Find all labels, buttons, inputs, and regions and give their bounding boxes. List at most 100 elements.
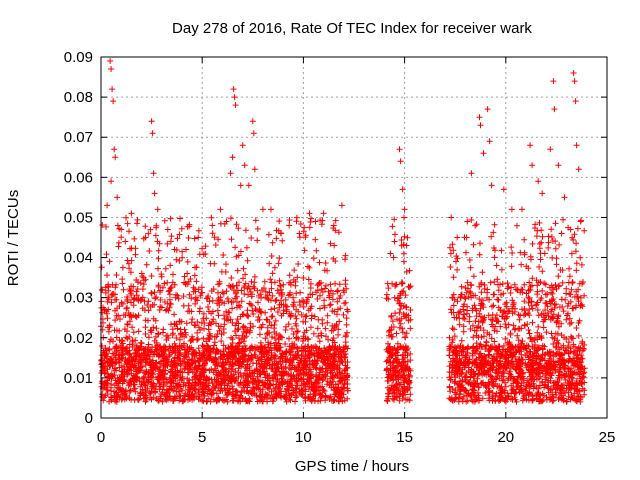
data-point xyxy=(173,256,180,263)
data-point xyxy=(216,370,223,377)
data-point xyxy=(563,290,570,297)
data-point xyxy=(104,315,111,322)
data-point xyxy=(156,380,163,387)
data-point xyxy=(151,190,158,197)
data-point xyxy=(165,307,172,314)
data-point xyxy=(491,221,498,228)
data-point xyxy=(278,388,285,395)
data-point xyxy=(330,290,336,297)
data-point xyxy=(268,313,275,320)
data-point xyxy=(342,339,349,346)
data-point xyxy=(109,86,116,93)
data-point xyxy=(404,234,411,241)
data-point xyxy=(229,340,236,346)
data-point xyxy=(231,378,238,385)
data-point xyxy=(152,333,159,340)
data-point xyxy=(326,292,333,299)
data-point xyxy=(232,244,239,251)
data-point xyxy=(178,225,185,232)
data-point xyxy=(272,385,279,392)
data-point xyxy=(206,332,213,339)
data-point xyxy=(301,378,307,385)
data-point xyxy=(555,162,562,169)
data-point xyxy=(155,283,162,290)
data-point xyxy=(256,292,262,299)
data-point xyxy=(137,280,144,287)
data-point xyxy=(198,284,205,291)
data-point xyxy=(137,389,144,396)
data-point xyxy=(235,398,242,405)
data-point xyxy=(229,319,236,326)
data-point xyxy=(99,287,106,294)
data-point xyxy=(529,240,536,247)
data-point xyxy=(527,142,534,149)
data-point xyxy=(295,351,302,358)
data-point xyxy=(238,298,245,305)
data-point xyxy=(293,334,300,341)
data-point xyxy=(118,234,125,241)
data-point xyxy=(155,331,162,338)
data-point xyxy=(303,298,310,305)
data-point xyxy=(556,241,563,248)
data-point xyxy=(468,170,475,177)
data-point xyxy=(195,345,202,352)
data-point xyxy=(273,235,280,242)
data-point xyxy=(227,170,234,177)
data-point xyxy=(176,336,183,343)
data-point xyxy=(332,227,339,234)
data-point xyxy=(293,393,300,399)
data-point xyxy=(306,264,313,271)
data-point xyxy=(536,264,543,270)
data-point xyxy=(470,241,477,248)
data-point xyxy=(534,282,541,289)
data-point xyxy=(145,334,152,341)
data-point xyxy=(181,358,188,365)
data-point xyxy=(144,379,151,386)
data-point xyxy=(184,369,191,376)
data-point xyxy=(337,305,344,312)
data-point xyxy=(552,220,559,227)
data-point xyxy=(228,236,235,243)
data-point xyxy=(331,339,338,346)
data-point xyxy=(103,310,110,317)
data-point xyxy=(171,311,178,318)
data-point xyxy=(222,359,229,366)
data-point xyxy=(133,344,140,351)
data-point xyxy=(174,325,181,332)
data-point xyxy=(255,314,262,320)
data-point xyxy=(573,240,580,247)
data-point xyxy=(332,258,339,265)
data-point xyxy=(252,217,259,224)
data-point xyxy=(186,221,193,228)
data-point xyxy=(217,323,224,330)
data-point xyxy=(568,319,575,326)
data-point xyxy=(172,294,179,301)
data-point xyxy=(177,215,183,222)
data-point xyxy=(148,388,155,395)
data-point xyxy=(305,276,312,283)
data-point xyxy=(224,313,231,320)
data-point xyxy=(191,272,198,279)
data-point xyxy=(168,383,175,390)
data-point xyxy=(488,182,495,189)
data-point xyxy=(344,381,351,387)
data-point xyxy=(548,226,555,233)
data-point xyxy=(297,221,304,227)
data-point xyxy=(106,324,113,331)
data-point xyxy=(197,327,204,333)
data-point xyxy=(391,294,398,301)
data-point xyxy=(169,326,176,333)
data-point xyxy=(192,300,199,307)
data-point xyxy=(170,271,176,278)
data-point xyxy=(464,218,471,225)
data-point xyxy=(390,254,397,261)
data-point xyxy=(450,274,457,281)
data-point xyxy=(407,391,414,398)
data-point xyxy=(286,335,292,342)
data-point xyxy=(176,231,183,238)
data-point xyxy=(150,315,157,322)
data-point xyxy=(171,355,178,362)
data-point xyxy=(229,362,236,369)
data-point xyxy=(239,395,246,402)
data-point xyxy=(195,234,202,241)
